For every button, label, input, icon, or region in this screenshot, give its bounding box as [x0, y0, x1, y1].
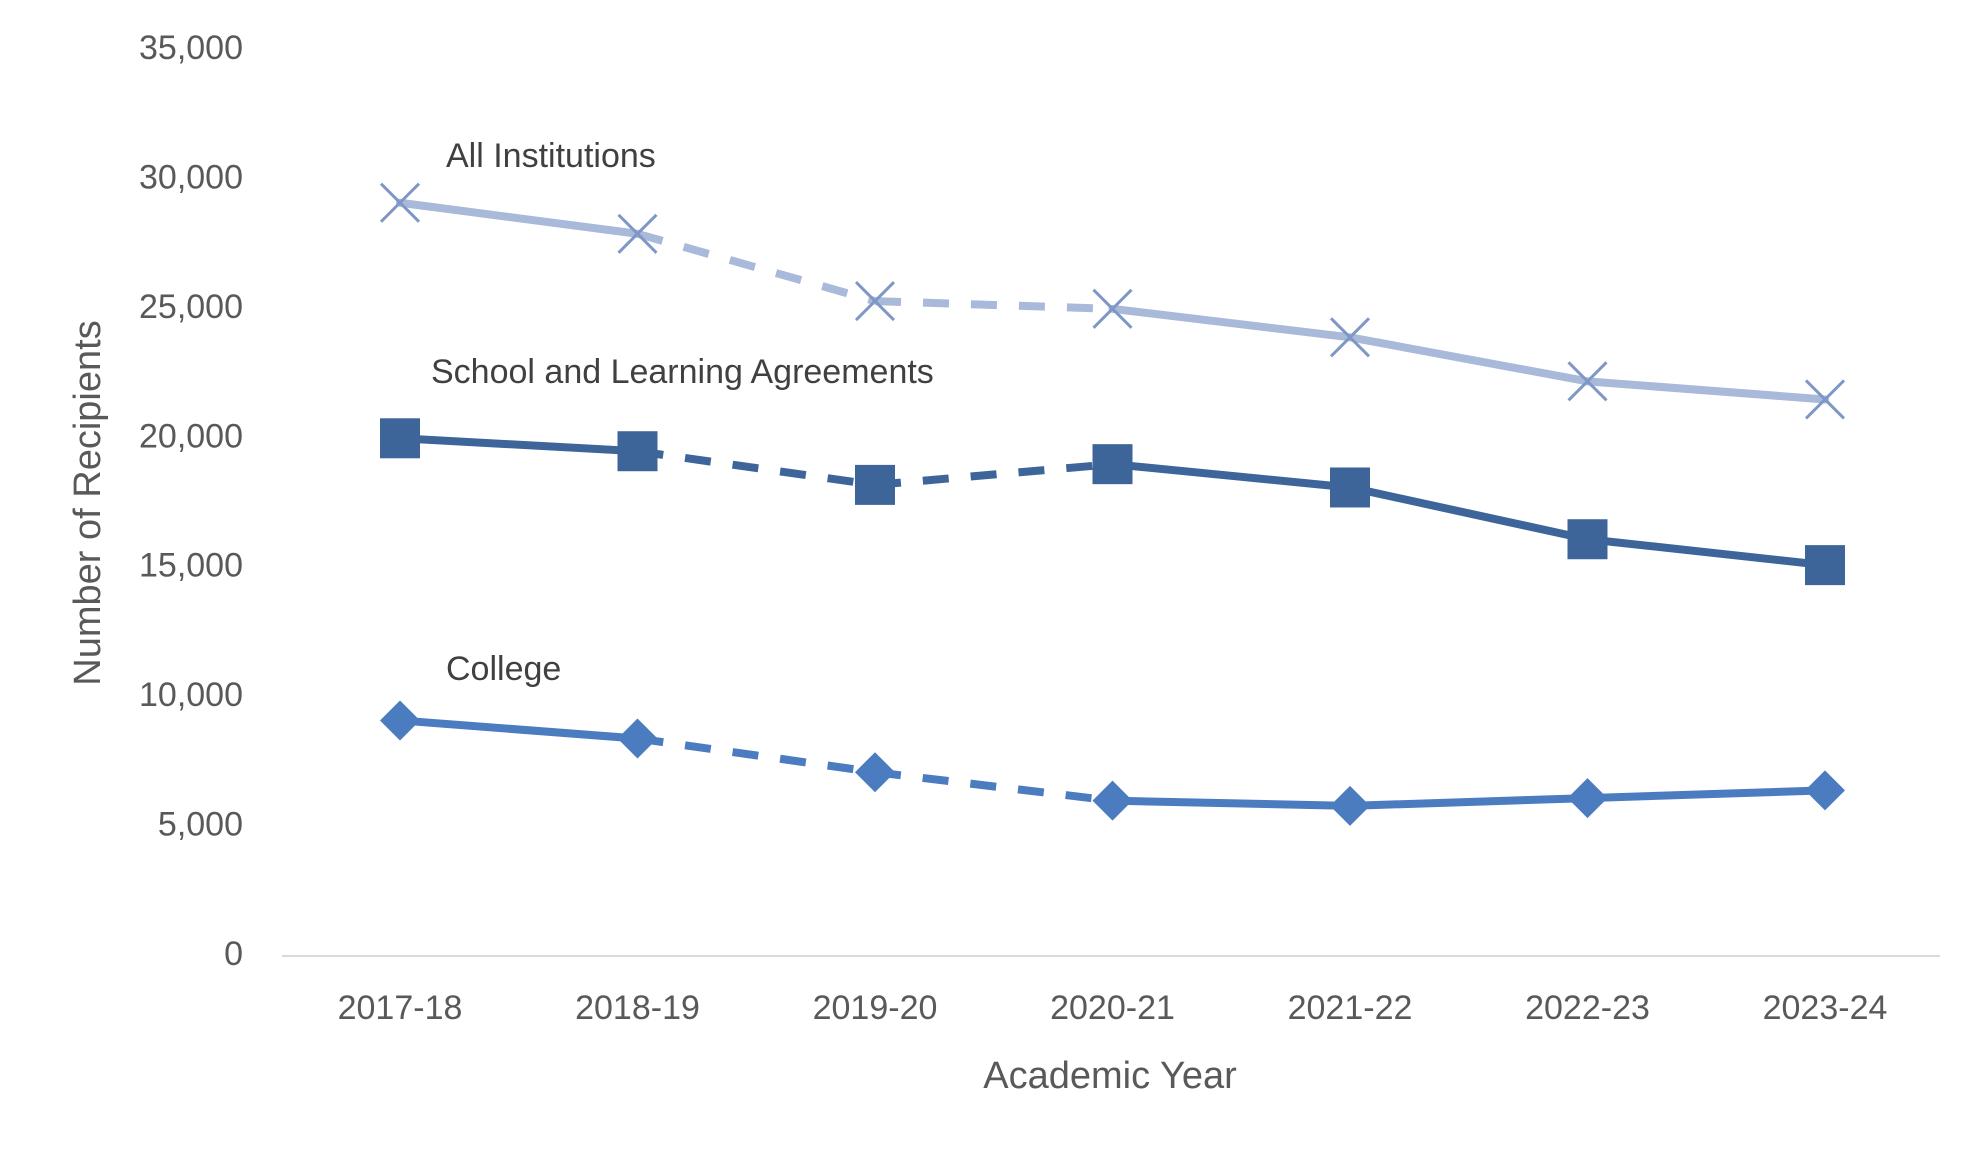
x-tick-label: 2022-23 — [1525, 989, 1650, 1027]
series-line-segment — [636, 734, 876, 777]
x-tick-label: 2018-19 — [575, 989, 700, 1027]
series-label: College — [446, 650, 561, 688]
series-line-segment — [874, 768, 1113, 805]
series-line-segment — [396, 434, 642, 456]
y-tick-label: 15,000 — [139, 547, 243, 585]
series-label: School and Learning Agreements — [431, 353, 934, 391]
series-line-segment — [1108, 460, 1354, 492]
y-tick-label: 5,000 — [158, 806, 243, 844]
series-group — [380, 418, 1845, 586]
diamond-marker — [1330, 785, 1370, 826]
series-line-segment — [1583, 377, 1829, 404]
x-marker — [617, 213, 658, 254]
y-tick-label: 0 — [224, 935, 243, 973]
x-tick-label: 2017-18 — [338, 989, 463, 1027]
square-marker — [855, 464, 895, 505]
x-tick-label: 2020-21 — [1050, 989, 1175, 1027]
x-axis-title: Academic Year — [983, 1055, 1237, 1097]
diamond-marker — [1567, 778, 1608, 819]
diamond-marker — [1805, 770, 1845, 811]
series-line-segment — [396, 198, 642, 238]
x-marker — [1567, 361, 1608, 402]
series-group — [379, 182, 1846, 420]
series-label: All Institutions — [446, 137, 656, 175]
x-marker — [854, 281, 896, 322]
y-tick-label: 30,000 — [139, 158, 243, 196]
x-axis-ticks: 2017-18 2018-19 2019-20 2020-21 2021-22 2022-… — [338, 989, 1888, 1027]
series-layer — [379, 182, 1846, 826]
y-axis-ticks: 0 5,000 10,000 15,000 20,000 25,000 30,000 35,0… — [139, 29, 243, 973]
series-line-segment — [1108, 304, 1354, 342]
y-tick-label: 25,000 — [139, 288, 243, 326]
y-tick-label: 20,000 — [139, 417, 243, 455]
series-line-segment — [1108, 796, 1354, 810]
series-group — [380, 700, 1845, 826]
series-line-segment — [874, 460, 1113, 489]
x-marker — [1329, 317, 1371, 358]
series-labels: All Institutions School and Learning Agre… — [431, 137, 934, 688]
square-marker — [1330, 467, 1370, 508]
diamond-marker — [855, 752, 895, 793]
x-marker — [1092, 288, 1133, 329]
y-axis-title: Number of Recipients — [67, 320, 109, 685]
series-line-segment — [396, 716, 642, 743]
square-marker — [1567, 519, 1608, 560]
diamond-marker — [617, 718, 658, 759]
y-tick-label: 10,000 — [139, 676, 243, 714]
square-marker — [380, 418, 420, 459]
diamond-marker — [1092, 780, 1133, 821]
x-marker — [1804, 379, 1846, 420]
series-line-segment — [636, 447, 876, 489]
series-line-segment — [636, 229, 877, 305]
y-tick-label: 35,000 — [139, 29, 243, 67]
diamond-marker — [380, 700, 420, 741]
square-marker — [617, 431, 658, 472]
series-line-segment — [1583, 535, 1829, 570]
x-marker — [379, 182, 421, 223]
series-line-segment — [1346, 333, 1592, 386]
x-tick-label: 2019-20 — [813, 989, 938, 1027]
x-tick-label: 2023-24 — [1763, 989, 1888, 1027]
square-marker — [1092, 444, 1133, 485]
series-line-segment — [1346, 483, 1592, 544]
x-tick-label: 2021-22 — [1288, 989, 1413, 1027]
square-marker — [1805, 545, 1845, 586]
series-line-segment — [874, 297, 1113, 313]
series-line-segment — [1346, 794, 1592, 810]
series-line-segment — [1583, 786, 1829, 803]
